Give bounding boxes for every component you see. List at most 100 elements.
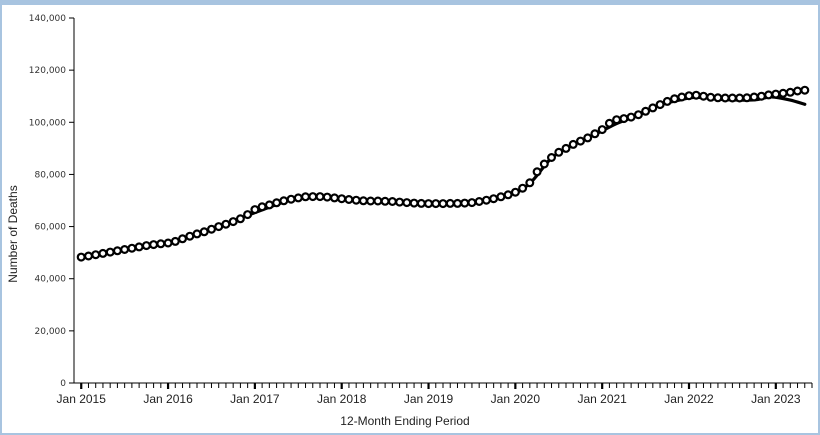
- data-point: [633, 110, 643, 120]
- x-tick-label: Jan 2018: [317, 392, 367, 406]
- data-point: [453, 198, 463, 208]
- data-point: [474, 197, 484, 207]
- data-point: [105, 247, 115, 257]
- data-point: [445, 198, 455, 208]
- data-point: [344, 195, 354, 205]
- data-point: [120, 245, 130, 255]
- data-point: [98, 248, 108, 258]
- data-point: [756, 91, 766, 101]
- data-point: [235, 214, 245, 224]
- y-tick-label: 40,000: [35, 275, 67, 285]
- data-point: [604, 118, 614, 128]
- x-tick-label: Jan 2020: [491, 392, 541, 406]
- data-point: [749, 92, 759, 102]
- data-point: [742, 93, 752, 103]
- data-point: [272, 198, 282, 208]
- data-point: [351, 195, 361, 205]
- data-point: [612, 115, 622, 125]
- data-point: [532, 167, 542, 177]
- data-point: [301, 192, 311, 202]
- data-point: [286, 194, 296, 204]
- data-point: [698, 91, 708, 101]
- y-tick-label: 80,000: [35, 170, 67, 180]
- data-point: [178, 234, 188, 244]
- data-point: [481, 195, 491, 205]
- data-point: [214, 222, 224, 232]
- data-point: [554, 147, 564, 157]
- y-axis: 0 20,000 40,000 60,000 80,000 100,000 120,000 1…: [29, 14, 75, 389]
- y-tick-label: 0: [60, 379, 66, 389]
- data-point: [785, 87, 795, 97]
- data-point: [655, 100, 665, 110]
- data-point: [619, 114, 629, 124]
- data-point: [431, 199, 441, 209]
- data-point: [170, 236, 180, 246]
- data-point: [778, 88, 788, 98]
- data-point: [243, 210, 253, 220]
- x-tick-label: Jan 2017: [230, 392, 280, 406]
- data-point: [539, 159, 549, 169]
- data-point: [546, 153, 556, 163]
- data-point: [228, 217, 238, 227]
- data-point: [293, 193, 303, 203]
- data-point: [416, 198, 426, 208]
- x-tick-label: Jan 2023: [751, 392, 801, 406]
- x-tick-label: Jan 2015: [57, 392, 107, 406]
- data-point: [112, 246, 122, 256]
- data-point: [134, 242, 144, 252]
- data-point: [583, 133, 593, 143]
- x-tick-label: Jan 2016: [143, 392, 193, 406]
- data-point: [330, 193, 340, 203]
- data-point: [720, 93, 730, 103]
- data-point: [315, 192, 325, 202]
- data-point: [185, 231, 195, 241]
- data-point: [597, 125, 607, 135]
- data-point: [568, 139, 578, 149]
- data-point: [141, 241, 151, 251]
- data-point: [308, 192, 318, 202]
- plot-area: [76, 85, 810, 262]
- data-point: [590, 129, 600, 139]
- data-point: [83, 251, 93, 261]
- data-point: [322, 192, 332, 202]
- data-point: [380, 196, 390, 206]
- data-point: [518, 183, 528, 193]
- y-tick-label: 100,000: [29, 118, 66, 128]
- y-tick-label: 140,000: [29, 14, 66, 24]
- data-point: [800, 85, 810, 95]
- y-axis-title: Number of Deaths: [6, 185, 20, 282]
- data-point: [662, 96, 672, 106]
- data-point: [149, 240, 159, 250]
- data-point: [467, 198, 477, 208]
- data-point: [691, 90, 701, 100]
- data-point: [221, 219, 231, 229]
- y-tick-label: 20,000: [35, 327, 67, 337]
- data-point: [373, 196, 383, 206]
- data-point: [496, 192, 506, 202]
- data-point: [735, 93, 745, 103]
- data-point: [706, 92, 716, 102]
- data-point: [684, 91, 694, 101]
- data-point: [409, 198, 419, 208]
- data-point: [771, 89, 781, 99]
- data-point: [76, 252, 86, 262]
- x-tick-label: Jan 2019: [404, 392, 454, 406]
- data-point: [525, 178, 535, 188]
- data-point: [626, 112, 636, 122]
- data-point: [489, 194, 499, 204]
- data-point: [510, 187, 520, 197]
- data-point: [669, 94, 679, 104]
- data-point: [358, 196, 368, 206]
- data-point: [424, 199, 434, 209]
- data-point: [460, 198, 470, 208]
- data-point: [250, 205, 260, 215]
- data-point: [677, 92, 687, 102]
- y-tick-label: 60,000: [35, 223, 67, 233]
- data-point: [207, 224, 217, 234]
- data-point: [366, 196, 376, 206]
- data-point: [648, 103, 658, 113]
- data-point: [257, 202, 267, 212]
- data-point: [764, 90, 774, 100]
